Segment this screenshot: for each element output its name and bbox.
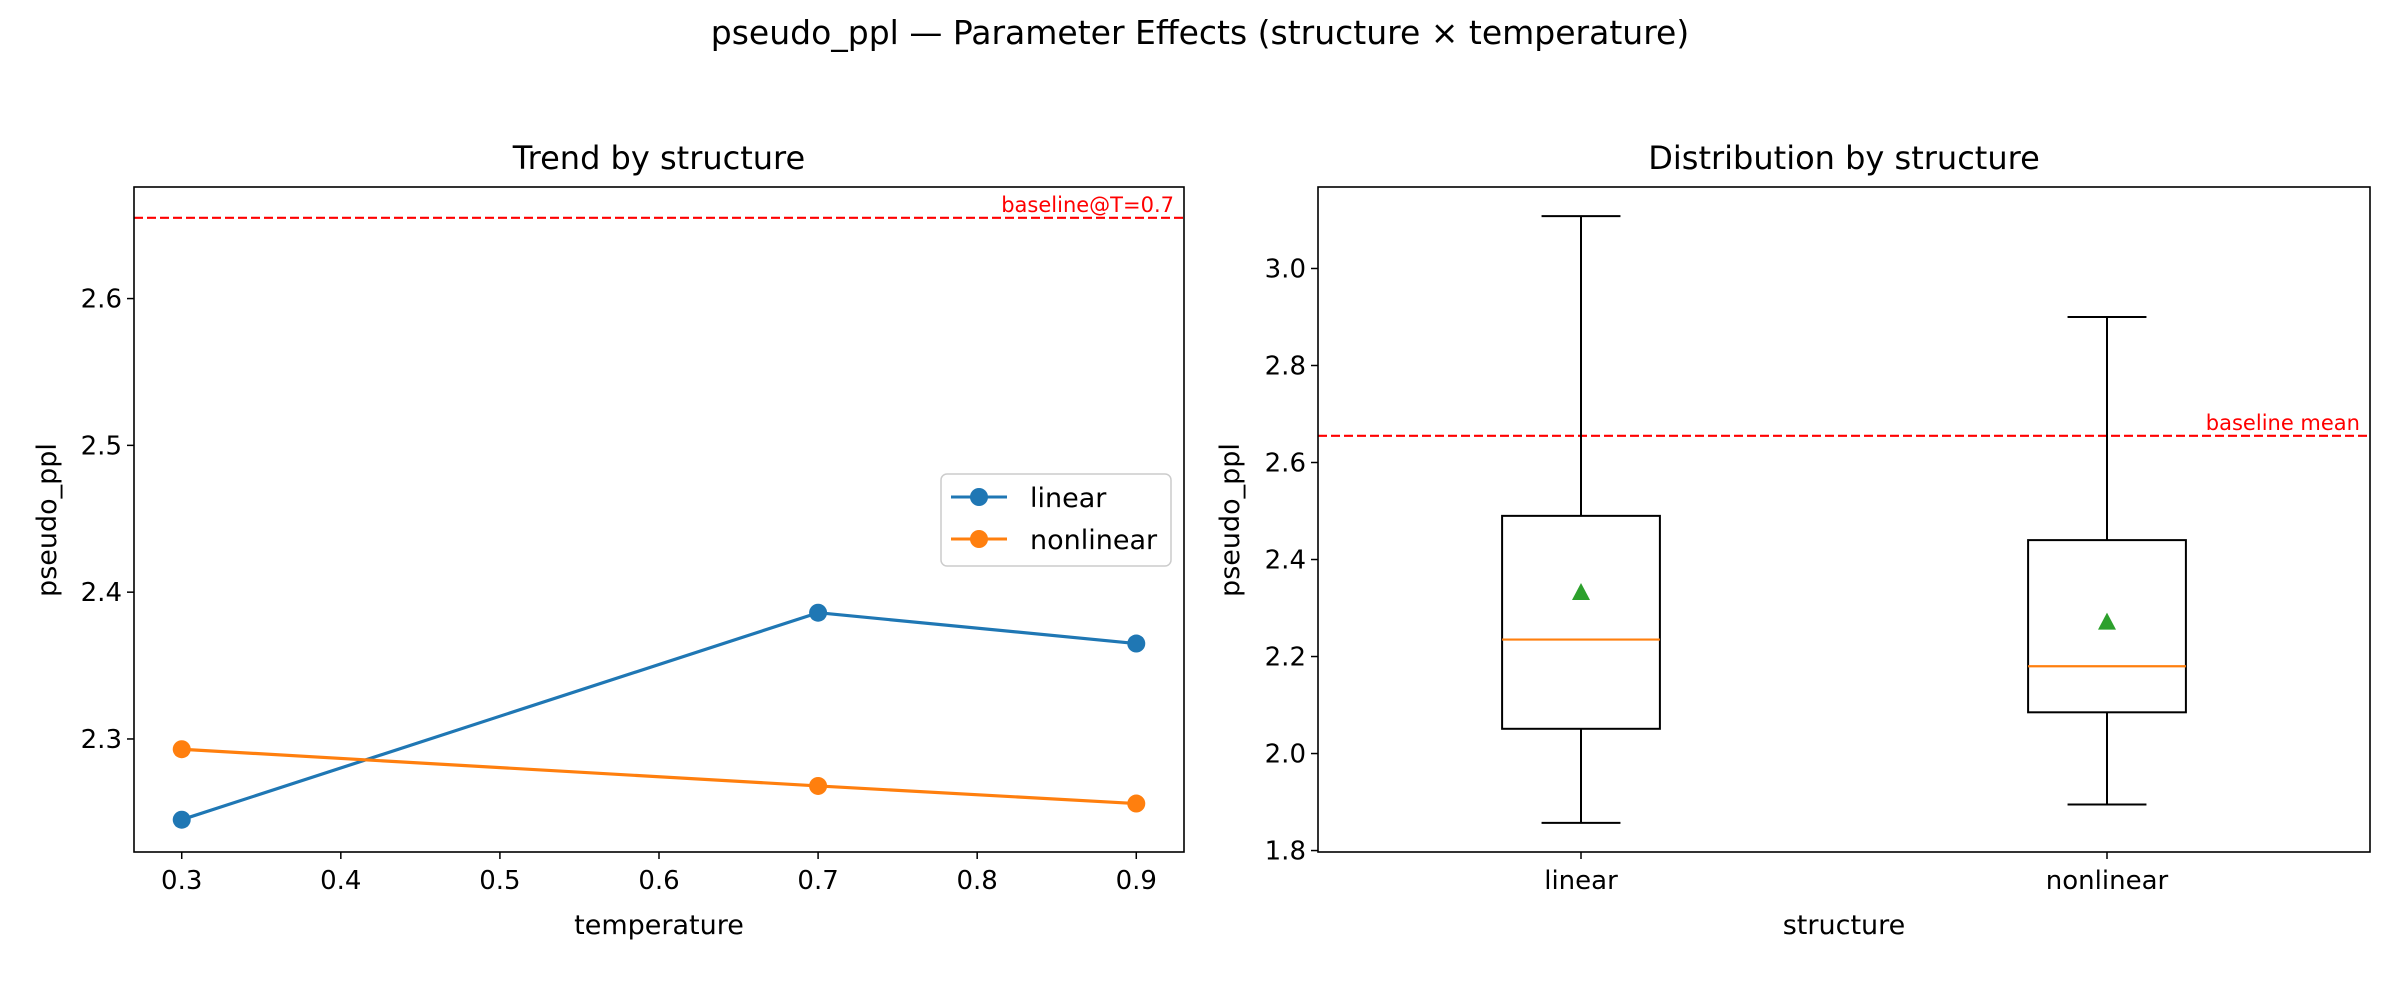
y-tick-label: 2.2 [1265,643,1306,673]
baseline-mean-label: baseline mean [2206,411,2360,435]
line-chart-series [172,603,1146,829]
x-tick-label: nonlinear [2046,866,2169,896]
box-chart-x-axis-label: structure [1783,910,1906,941]
box-linear [1501,514,1661,730]
box-chart-boxes [1501,215,2187,824]
legend-item-linear: linear [951,483,1107,514]
line-chart-legend: linear nonlinear [940,473,1172,567]
y-tick-label: 2.0 [1265,740,1306,770]
mean-marker-nonlinear [2098,612,2116,630]
y-tick-label: 2.4 [1265,546,1306,576]
y-tick-label: 2.5 [81,431,122,461]
x-tick-label: 0.9 [1116,866,1157,896]
data-point-linear [809,603,828,622]
y-tick-label: 2.6 [81,285,122,315]
baseline-label: baseline@T=0.7 [1001,193,1174,217]
box-chart-title: Distribution by structure [1648,139,2040,177]
data-point-nonlinear [172,740,191,759]
legend-linear-marker [970,488,988,506]
data-point-nonlinear [809,776,828,795]
x-tick-label: 0.5 [479,866,520,896]
line-chart-x-ticks: 0.3 0.4 0.5 0.6 0.7 0.8 0.9 [161,852,1157,896]
y-tick-label: 2.8 [1265,351,1306,381]
data-point-nonlinear [1127,794,1146,813]
box-chart-y-axis-label: pseudo_ppl [1215,443,1246,597]
box-chart-plot-area [1318,187,2370,852]
legend-linear-label: linear [1030,483,1107,514]
legend-nonlinear-label: nonlinear [1030,525,1158,556]
y-tick-label: 2.6 [1265,449,1306,479]
x-tick-label: 0.8 [957,866,998,896]
y-tick-label: 1.8 [1265,837,1306,867]
box-chart-baseline: baseline mean [1318,411,2370,437]
data-point-linear [172,810,191,829]
line-chart-x-axis-label: temperature [574,910,744,941]
box-chart-x-ticks: linear nonlinear [1544,852,2169,896]
box-chart-y-ticks: 1.8 2.0 2.2 2.4 2.6 2.8 3.0 [1265,254,1318,867]
x-tick-label: 0.4 [320,866,361,896]
data-point-linear [1127,634,1146,653]
line-chart-frame [133,186,1185,853]
legend-item-nonlinear: nonlinear [951,525,1158,556]
line-chart-baseline: baseline@T=0.7 [134,193,1184,219]
legend-nonlinear-marker [970,530,988,548]
x-tick-label: 0.6 [638,866,679,896]
line-chart-y-axis-label: pseudo_ppl [32,443,63,597]
x-tick-label: 0.3 [161,866,202,896]
x-tick-label: 0.7 [797,866,838,896]
box-chart-frame [1317,186,2371,853]
box-nonlinear [2027,539,2187,714]
y-tick-label: 2.3 [81,725,122,755]
line-chart-title: Trend by structure [512,139,805,177]
line-chart-y-ticks: 2.3 2.4 2.5 2.6 [81,285,134,755]
mean-marker-linear [1572,583,1590,601]
figure-suptitle: pseudo_ppl — Parameter Effects (structur… [711,13,1689,52]
x-tick-label: linear [1544,866,1618,896]
line-chart: Trend by structure temperature pseudo_pp… [32,139,1185,941]
y-tick-label: 3.0 [1265,254,1306,284]
y-tick-label: 2.4 [81,578,122,608]
box-chart: Distribution by structure structure pseu… [1215,139,2371,941]
